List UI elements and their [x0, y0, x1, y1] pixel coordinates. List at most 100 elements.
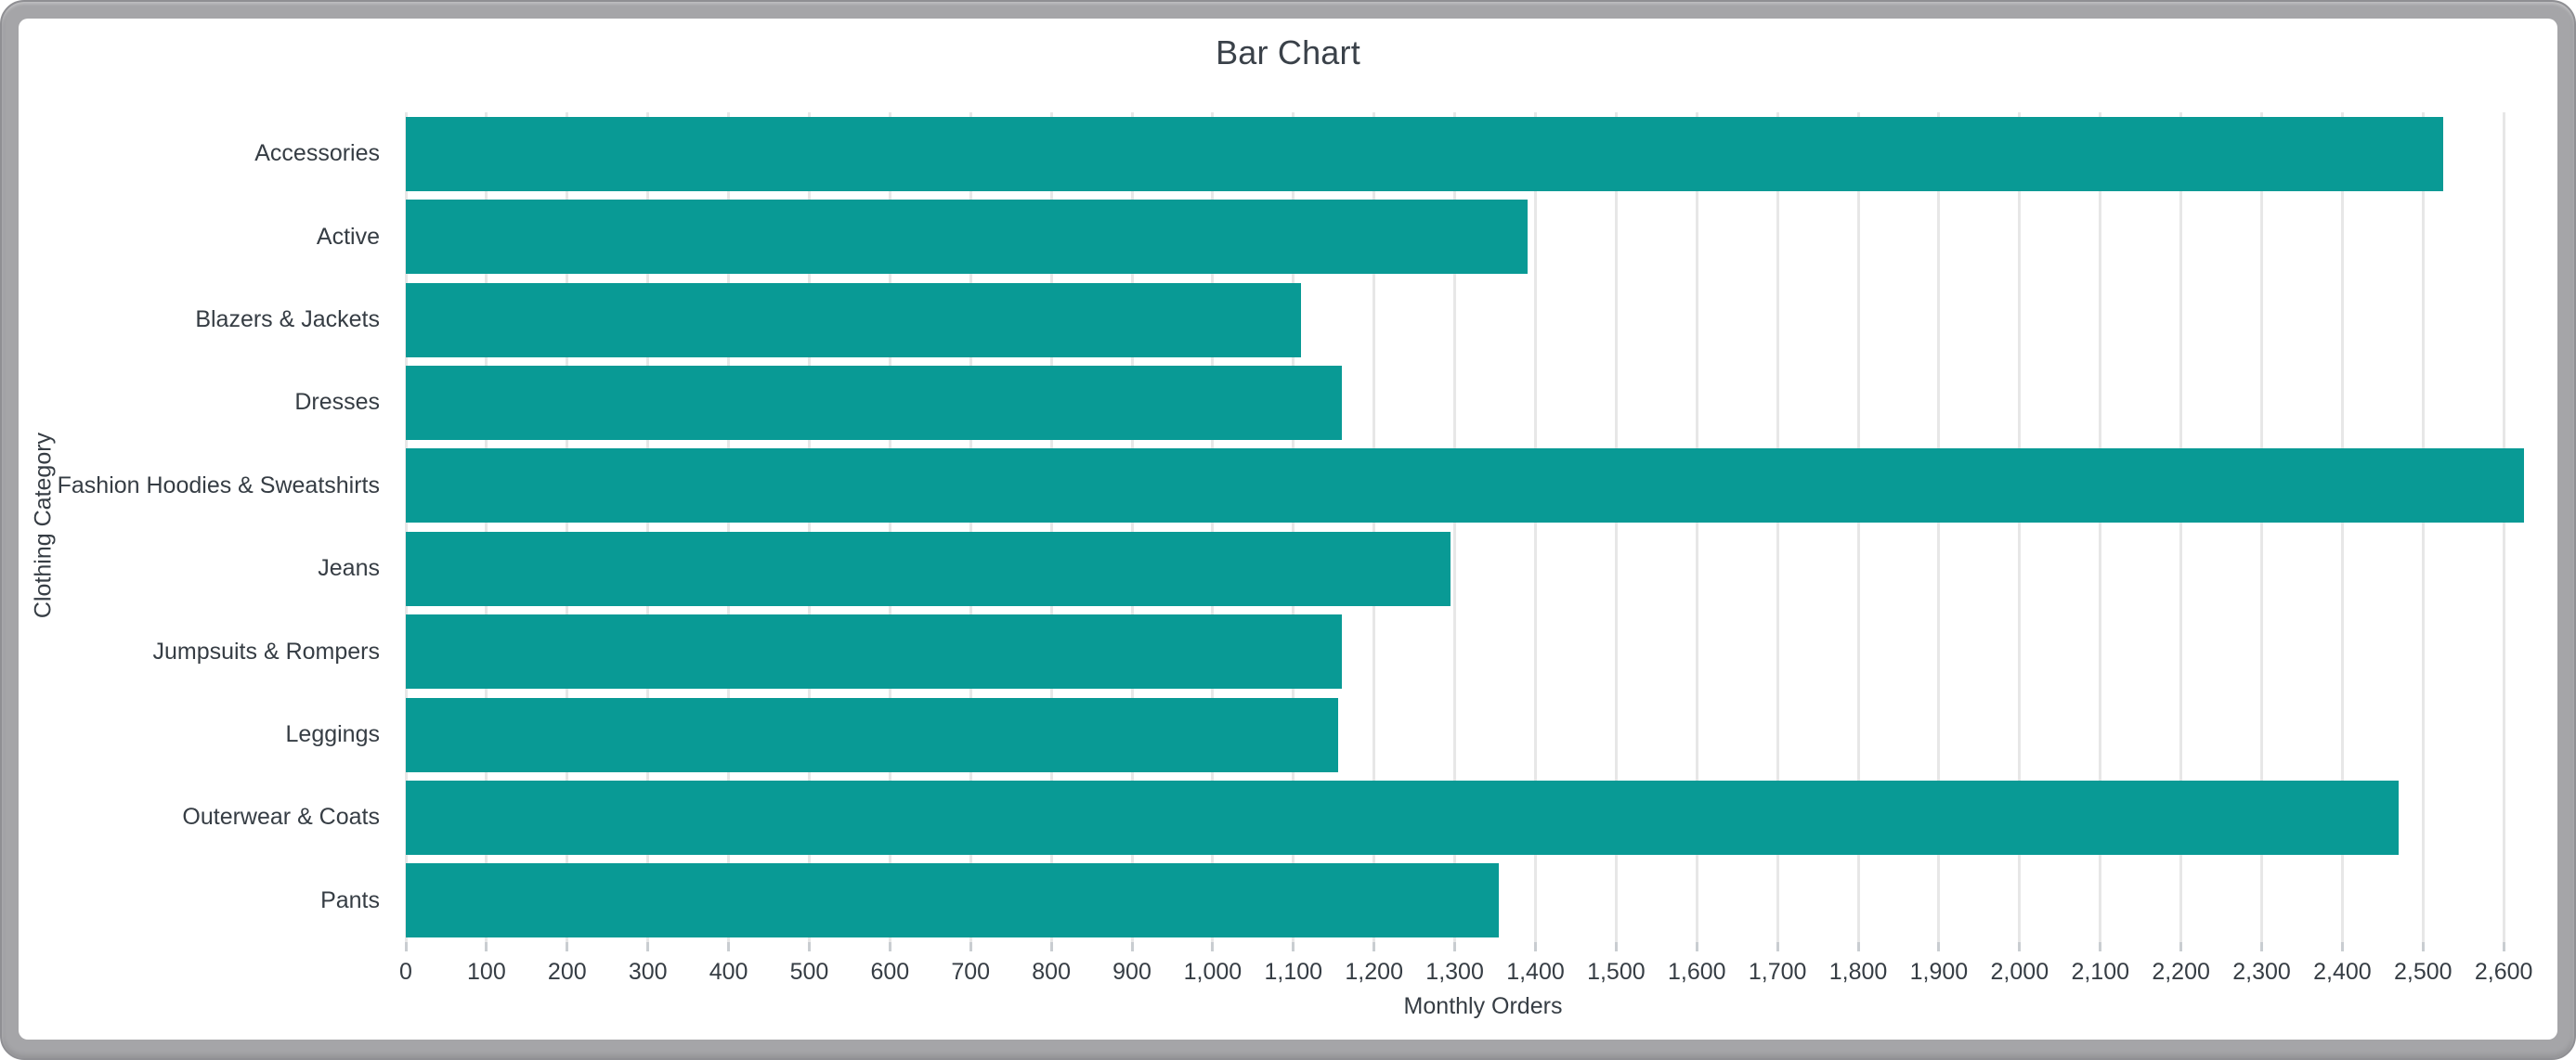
- tick-mark: [2260, 942, 2263, 951]
- x-tick-label: 1,200: [1345, 959, 1403, 985]
- bar[interactable]: [406, 282, 1302, 357]
- gridline: [485, 112, 488, 942]
- bar[interactable]: [406, 863, 1500, 938]
- gridline: [2421, 112, 2425, 942]
- gridline: [2260, 112, 2263, 942]
- tick-mark: [2502, 942, 2505, 951]
- gridline: [888, 112, 891, 942]
- tick-mark: [646, 942, 650, 951]
- x-tick-label: 400: [709, 959, 748, 985]
- x-tick-label: 300: [628, 959, 668, 985]
- x-tick-label: 700: [951, 959, 991, 985]
- gridline: [1776, 112, 1779, 942]
- y-axis-label: Active: [316, 223, 380, 250]
- gridline: [1614, 112, 1618, 942]
- tick-mark: [1856, 942, 1860, 951]
- x-tick-label: 1,000: [1183, 959, 1242, 985]
- tick-mark: [2018, 942, 2022, 951]
- x-tick-label: 1,800: [1828, 959, 1888, 985]
- y-axis-label: Outerwear & Coats: [182, 804, 380, 831]
- x-tick-label: 2,500: [2394, 959, 2452, 985]
- x-tick-label: 1,700: [1748, 959, 1807, 985]
- gridline: [1695, 112, 1698, 942]
- tick-mark: [1695, 942, 1698, 951]
- x-tick-label: 2,000: [1990, 959, 2049, 985]
- tick-mark: [1211, 942, 1215, 951]
- bar[interactable]: [406, 780, 2400, 855]
- tick-mark: [969, 942, 972, 951]
- gridline: [646, 112, 650, 942]
- x-tick-label: 2,100: [2071, 959, 2129, 985]
- gridline: [969, 112, 972, 942]
- gridline: [566, 112, 569, 942]
- y-axis-label: Pants: [320, 886, 380, 913]
- x-tick-label: 1,500: [1587, 959, 1646, 985]
- tick-mark: [888, 942, 891, 951]
- gridline: [2179, 112, 2183, 942]
- bar[interactable]: [406, 531, 1451, 606]
- bar[interactable]: [406, 365, 1342, 440]
- x-tick-label: 600: [870, 959, 910, 985]
- x-axis-title: Monthly Orders: [1403, 993, 1563, 1019]
- bar[interactable]: [406, 116, 2443, 191]
- tick-mark: [1937, 942, 1941, 951]
- gridline: [1937, 112, 1941, 942]
- x-tick-label: 500: [789, 959, 829, 985]
- y-axis-label: Jeans: [318, 555, 380, 582]
- tick-mark: [1049, 942, 1053, 951]
- bar[interactable]: [406, 448, 2524, 524]
- x-tick-label: 1,900: [1909, 959, 1969, 985]
- x-tick-label: 2,400: [2313, 959, 2372, 985]
- gridline: [1211, 112, 1215, 942]
- tick-mark: [727, 942, 731, 951]
- y-axis-label: Jumpsuits & Rompers: [152, 638, 380, 665]
- x-tick-label: 0: [399, 959, 412, 985]
- x-tick-label: 1,600: [1667, 959, 1726, 985]
- tick-mark: [485, 942, 488, 951]
- gridline: [1856, 112, 1860, 942]
- x-tick-label: 200: [547, 959, 587, 985]
- bar[interactable]: [406, 614, 1342, 690]
- y-axis-label: Leggings: [285, 720, 380, 747]
- gridline: [1373, 112, 1376, 942]
- tick-mark: [2421, 942, 2425, 951]
- tick-mark: [2099, 942, 2102, 951]
- tick-mark: [1533, 942, 1537, 951]
- chart-title: Bar Chart: [1216, 33, 1360, 71]
- gridline: [1292, 112, 1295, 942]
- gridline: [2099, 112, 2102, 942]
- gridline: [2340, 112, 2344, 942]
- gridline: [2018, 112, 2022, 942]
- y-axis-label: Dresses: [294, 389, 380, 416]
- gridline: [2502, 112, 2505, 942]
- tick-mark: [1453, 942, 1457, 951]
- tick-mark: [1130, 942, 1134, 951]
- tick-mark: [1292, 942, 1295, 951]
- x-tick-label: 2,200: [2152, 959, 2210, 985]
- gridline: [727, 112, 731, 942]
- gridline: [1130, 112, 1134, 942]
- gridline: [1453, 112, 1457, 942]
- x-tick-label: 800: [1032, 959, 1071, 985]
- x-tick-label: 100: [467, 959, 506, 985]
- tick-mark: [2179, 942, 2183, 951]
- bar[interactable]: [406, 200, 1528, 275]
- x-tick-label: 1,300: [1425, 959, 1484, 985]
- tick-mark: [566, 942, 569, 951]
- tick-mark: [1373, 942, 1376, 951]
- x-tick-label: 900: [1112, 959, 1151, 985]
- gridline: [807, 112, 811, 942]
- tick-mark: [2340, 942, 2344, 951]
- x-tick-label: 2,300: [2232, 959, 2291, 985]
- y-axis-label: Fashion Hoodies & Sweatshirts: [57, 472, 380, 498]
- bar[interactable]: [406, 697, 1338, 772]
- gridline: [404, 112, 408, 942]
- gridline: [1533, 112, 1537, 942]
- x-tick-label: 1,400: [1506, 959, 1565, 985]
- gridline: [1049, 112, 1053, 942]
- y-axis-label: Blazers & Jackets: [195, 305, 380, 332]
- tick-mark: [404, 942, 408, 951]
- x-tick-label: 2,600: [2474, 959, 2533, 985]
- tick-mark: [1614, 942, 1618, 951]
